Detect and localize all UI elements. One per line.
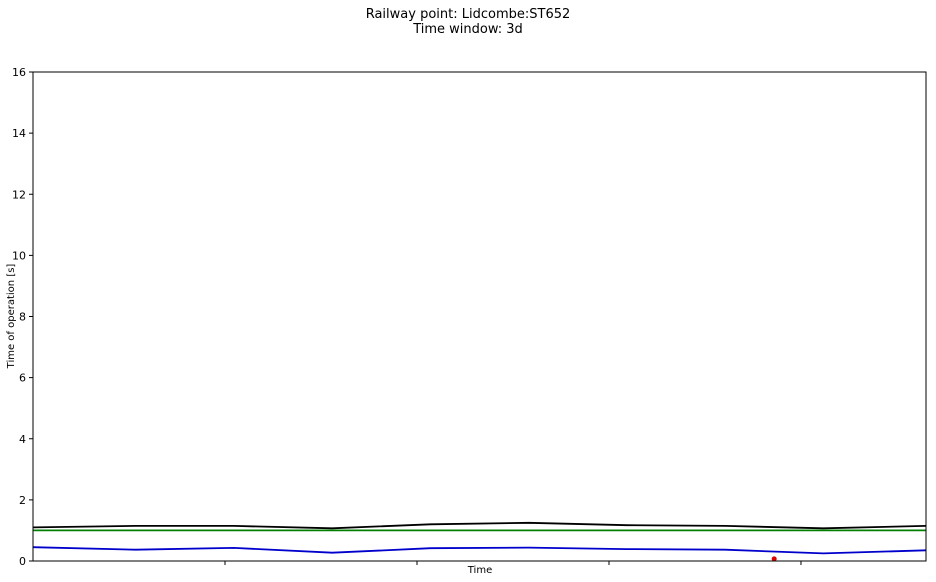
y-tick-label: 12 [12, 188, 26, 201]
plot-frame [32, 71, 927, 562]
point-anomaly [771, 556, 777, 562]
y-tick-label: 2 [19, 494, 26, 507]
y-tick-label: 10 [12, 249, 26, 262]
plot-area [33, 72, 926, 561]
series-line-measurement [32, 546, 927, 555]
series-line-upper [32, 521, 927, 530]
y-tick-label: 8 [19, 311, 26, 324]
chart-title-line-1: Railway point: Lidcombe:ST652 [366, 7, 571, 22]
y-tick-label: 0 [19, 555, 26, 568]
chart-title-line-2: Time window: 3d [412, 22, 523, 37]
y-tick-label: 4 [19, 433, 26, 446]
y-tick-label: 14 [12, 127, 26, 140]
x-axis-label: Time [467, 565, 492, 576]
y-tick-label: 16 [12, 66, 26, 79]
y-axis-label: Time of operation [s] [6, 264, 17, 370]
y-tick-label: 6 [19, 372, 26, 385]
